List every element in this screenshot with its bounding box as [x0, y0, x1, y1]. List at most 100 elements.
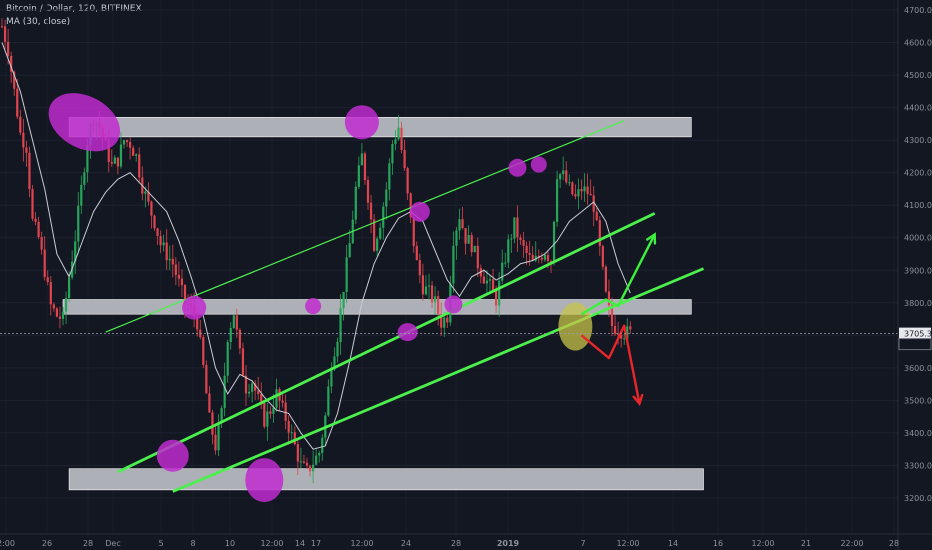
bullish-projection-arrow [580, 233, 656, 316]
candle-body [385, 189, 388, 207]
highlight-circle [48, 93, 121, 152]
candle-body [83, 172, 86, 185]
candle-body [397, 127, 400, 140]
projection-arrows [580, 232, 657, 407]
candle-body [147, 191, 150, 202]
candle-body [116, 157, 119, 167]
candle-body [214, 434, 217, 451]
candle-body [543, 254, 546, 260]
x-tick-label: 28 [83, 539, 93, 548]
candle-body [598, 220, 601, 247]
candle-body [342, 291, 345, 309]
candle-body [415, 246, 418, 261]
candle-body [16, 88, 19, 117]
candle-body [464, 228, 467, 244]
grid [0, 9, 898, 499]
candle-body [409, 193, 412, 218]
candle-body [427, 285, 431, 287]
x-tick-label: 12:00 [751, 539, 774, 548]
candle-body [244, 375, 248, 394]
candle-body [617, 333, 620, 335]
candle-body [52, 304, 55, 309]
highlight-circle [397, 323, 418, 342]
candle-body [388, 163, 391, 190]
candle-body [305, 462, 309, 466]
time-axis[interactable]: 2:00 26 28 Dec 5 8 10 12:00 14 17 12:00 24 28 2019 7 12… [0, 533, 932, 548]
candle-body [626, 326, 629, 339]
y-tick-label: 4400.0 [904, 104, 932, 113]
candle-body [580, 189, 583, 192]
candle-body [507, 239, 510, 263]
candle-body [443, 317, 446, 328]
candle-body [629, 326, 632, 330]
candle-body [129, 141, 132, 148]
candle-body [25, 147, 28, 153]
candle-body [180, 278, 184, 286]
candle-body [373, 219, 376, 251]
price-tag-value: 3705.3 [904, 330, 932, 339]
candle-body [495, 290, 498, 306]
y-tick-label: 3300.0 [904, 461, 932, 470]
candle-body [534, 255, 537, 261]
candle-body [452, 245, 455, 284]
countdown-value: 49:38 [904, 341, 927, 350]
candle-body [568, 182, 571, 184]
y-tick-label: 4100.0 [904, 201, 932, 210]
candle-body [68, 277, 71, 298]
highlight-circle [182, 295, 207, 320]
candle-body [208, 393, 211, 413]
price-tag: 3705.3 49:38 [898, 327, 932, 351]
highlight-circle [444, 295, 463, 314]
countdown-box [898, 338, 932, 351]
candle-body [519, 237, 522, 241]
y-tick-label: 3400.0 [904, 429, 932, 438]
bearish-projection-arrow [580, 324, 641, 404]
candle-body [238, 329, 241, 349]
candle-body [165, 242, 168, 261]
candle-body [357, 165, 360, 187]
candle-body [61, 311, 65, 319]
candle-body [110, 162, 113, 164]
candle-body [501, 262, 504, 281]
y-tick-label: 3500.0 [904, 396, 932, 405]
candle-body [369, 202, 373, 220]
candle-body [473, 245, 476, 253]
candle-body [226, 342, 229, 376]
candle-body [287, 420, 290, 433]
candle-body [223, 375, 226, 409]
y-tick-label: 3800.0 [904, 299, 932, 308]
candle-body [552, 221, 556, 264]
candle-body [455, 230, 458, 246]
highlight-circles [48, 93, 593, 503]
candle-body [251, 383, 254, 392]
candle-body [363, 153, 367, 181]
candle-body [260, 394, 263, 403]
candle-body [583, 186, 586, 192]
candle-body [339, 308, 342, 343]
x-tick-label: 22:00 [840, 539, 863, 548]
highlight-circle [156, 439, 189, 472]
candle-body [354, 186, 357, 220]
candle-body [403, 149, 406, 169]
candle-body [482, 276, 485, 284]
candle-body [366, 180, 370, 203]
candle-body [107, 140, 110, 163]
candle-body [345, 257, 348, 292]
highlight-circle [344, 105, 379, 140]
x-tick-label: 2:00 [0, 539, 15, 548]
candle-body [379, 227, 382, 239]
candle-body [144, 191, 147, 194]
candle-body [312, 464, 315, 472]
candle-body [132, 147, 135, 156]
price-axis[interactable]: 4700.0 4600.0 4500.0 4400.0 4300.0 4200.0 4100… [897, 0, 932, 550]
candle-body [330, 369, 333, 387]
candle-body [217, 423, 220, 451]
candle-body [37, 221, 40, 237]
candle-body [202, 337, 205, 365]
candle-body [162, 242, 165, 246]
candle-body [437, 296, 440, 314]
bullish-projection-arrow-head [646, 232, 657, 245]
candle-body [293, 432, 296, 445]
candle-body [74, 241, 77, 262]
